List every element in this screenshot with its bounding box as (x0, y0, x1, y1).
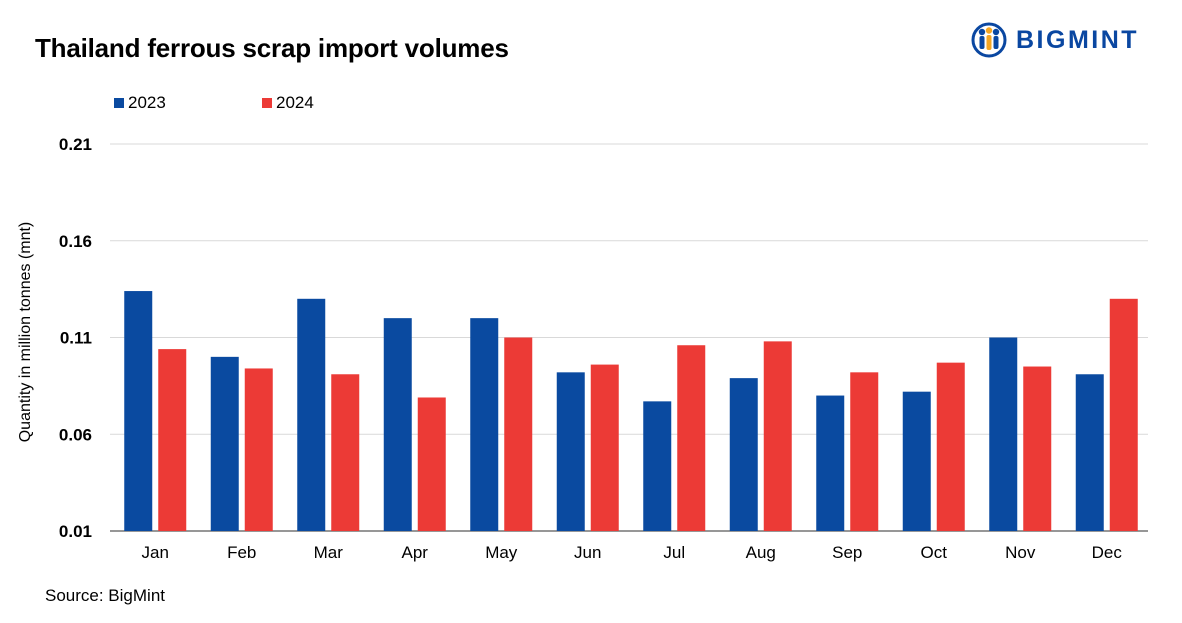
x-tick-label: Jul (663, 543, 685, 562)
bar-2024-oct (936, 362, 965, 531)
bar-2023-nov (989, 337, 1018, 531)
logo-text: BIGMINT (1016, 25, 1140, 54)
legend-item-2023: 2023 (114, 93, 166, 113)
bar-2024-apr (417, 397, 446, 531)
x-tick-label: May (485, 543, 518, 562)
y-axis-label: Quantity in million tonnes (mnt) (17, 222, 34, 443)
y-tick-label: 0.11 (60, 329, 92, 348)
legend-label-2024: 2024 (276, 93, 314, 112)
bar-2023-jun (556, 372, 585, 531)
bar-2024-sep (850, 372, 879, 531)
bar-2024-jun (590, 364, 619, 531)
bars (124, 291, 1138, 531)
y-tick-label: 0.21 (59, 135, 92, 154)
bar-2023-jul (643, 401, 672, 531)
bar-2024-jul (677, 345, 706, 531)
bar-2023-feb (210, 356, 239, 531)
y-tick-label: 0.16 (59, 232, 92, 251)
bar-2024-feb (244, 368, 273, 531)
bar-2024-aug (763, 341, 792, 531)
bigmint-people-icon (971, 22, 1007, 58)
legend-swatch-2023 (114, 98, 124, 108)
bar-2023-aug (729, 378, 758, 531)
bar-2024-jan (158, 349, 187, 531)
legend-item-2024: 2024 (262, 93, 314, 113)
bar-2024-mar (331, 374, 360, 531)
x-tick-label: Aug (746, 543, 776, 562)
bar-2023-jan (124, 291, 153, 531)
x-tick-label: Mar (314, 543, 344, 562)
legend-swatch-2024 (262, 98, 272, 108)
x-tick-label: Jun (574, 543, 601, 562)
legend-label-2023: 2023 (128, 93, 166, 112)
bar-2024-dec (1109, 298, 1138, 531)
x-axis-ticks: Jan Feb Mar Apr May Jun Jul Aug Sep Oct Nov Dec (142, 543, 1123, 562)
bigmint-logo: BIGMINT (970, 22, 1139, 58)
bar-2023-may (470, 318, 499, 531)
bar-2024-nov (1023, 366, 1052, 531)
bar-2023-dec (1075, 374, 1104, 531)
bar-2023-mar (297, 298, 326, 531)
bar-2023-oct (902, 391, 931, 531)
x-tick-label: Dec (1092, 543, 1123, 562)
x-tick-label: Sep (832, 543, 862, 562)
x-tick-label: Feb (227, 543, 256, 562)
chart-title: Thailand ferrous scrap import volumes (35, 33, 509, 63)
x-tick-label: Nov (1005, 543, 1036, 562)
gridlines (110, 143, 1148, 532)
x-tick-label: Apr (402, 543, 429, 562)
source-note: Source: BigMint (45, 586, 165, 605)
y-axis-ticks: 0.01 0.06 0.11 0.16 0.21 (59, 135, 92, 541)
y-tick-label: 0.06 (59, 425, 92, 444)
x-tick-label: Jan (142, 543, 169, 562)
x-tick-label: Oct (921, 543, 948, 562)
bar-2024-may (504, 337, 533, 531)
y-tick-label: 0.01 (59, 522, 92, 541)
bar-2023-sep (816, 395, 845, 531)
bar-2023-apr (383, 318, 412, 531)
